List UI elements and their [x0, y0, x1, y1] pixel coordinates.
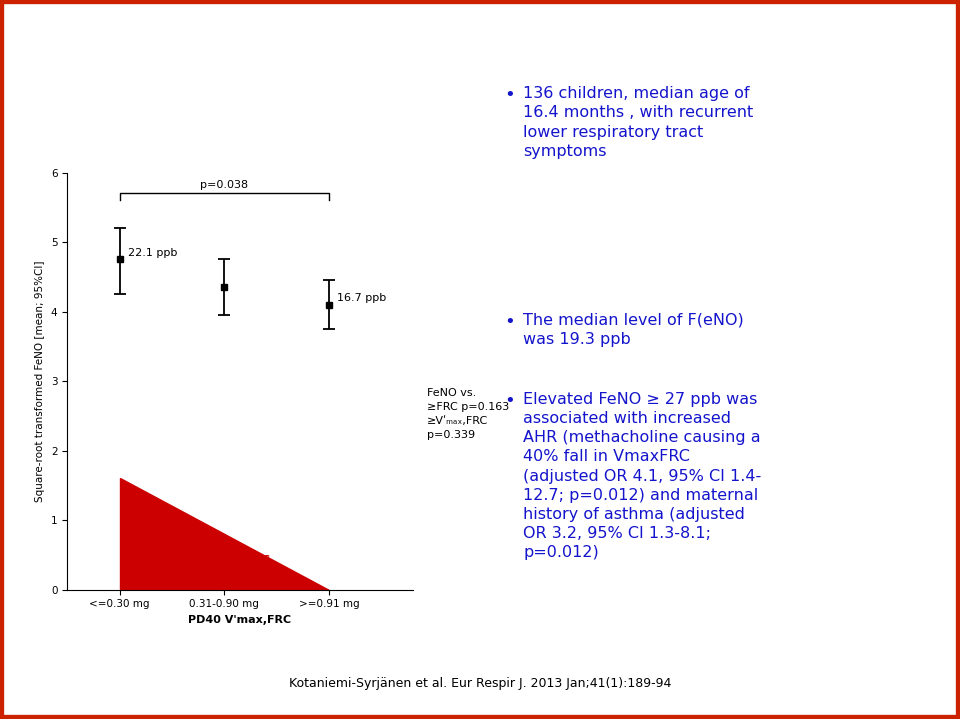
Text: p=0.038: p=0.038 [201, 180, 249, 190]
Text: FeNO vs.
≥FRC p=0.163
≥Vʹₘₐₓ,FRC
p=0.339: FeNO vs. ≥FRC p=0.163 ≥Vʹₘₐₓ,FRC p=0.339 [427, 388, 510, 440]
Text: The median level of F(eNO)
was 19.3 ppb: The median level of F(eNO) was 19.3 ppb [523, 313, 744, 347]
Text: •: • [504, 392, 515, 410]
Text: •: • [504, 313, 515, 331]
Polygon shape [120, 478, 329, 590]
Text: 136 children, median age of
16.4 months , with recurrent
lower respiratory tract: 136 children, median age of 16.4 months … [523, 86, 754, 159]
Text: •: • [504, 86, 515, 104]
Text: Elevated FeNO ≥ 27 ppb was
associated with increased
AHR (methacholine causing a: Elevated FeNO ≥ 27 ppb was associated wi… [523, 392, 761, 560]
X-axis label: PD40 V'max,FRC: PD40 V'max,FRC [188, 615, 292, 625]
Y-axis label: Square-root transformed FeNO [mean; 95%CI]: Square-root transformed FeNO [mean; 95%C… [36, 260, 45, 502]
Text: 22.1 ppb: 22.1 ppb [128, 248, 178, 258]
Text: Airway responsiveness: Airway responsiveness [127, 554, 270, 563]
Text: Kotaniemi-Syrjänen et al. Eur Respir J. 2013 Jan;41(1):189-94: Kotaniemi-Syrjänen et al. Eur Respir J. … [289, 677, 671, 690]
Text: 16.7 ppb: 16.7 ppb [337, 293, 387, 303]
